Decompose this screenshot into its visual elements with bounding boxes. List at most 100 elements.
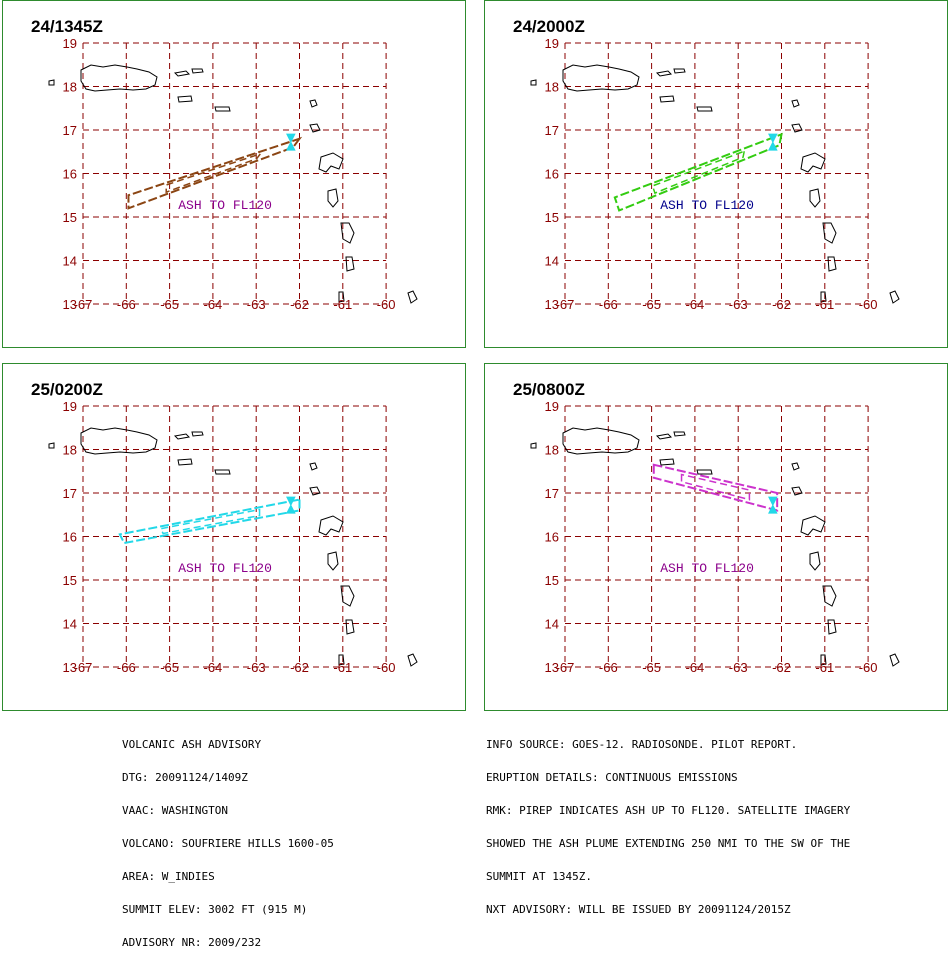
advisory-remarks-text: INFO SOURCE: GOES-12. RADIOSONDE. PILOT … [486, 717, 850, 926]
lat-tick-label: 15 [545, 210, 559, 225]
lon-tick-label: -62 [290, 660, 309, 675]
lat-tick-label: 18 [545, 80, 559, 95]
map-panel-4: 19 18 17 16 15 14 13 -67 -66 -65 -64 -63 -62 -61 -60 AS… [484, 363, 948, 711]
lat-tick-label: 13 [63, 297, 77, 312]
lat-tick-label: 17 [545, 486, 559, 501]
lon-tick-label: -62 [772, 660, 791, 675]
lon-tick-label: -64 [686, 660, 705, 675]
st-croix-island [214, 469, 231, 475]
advisory-line: RMK: PIREP INDICATES ASH UP TO FL120. SA… [486, 804, 851, 817]
advisory-line: VOLCANO: SOUFRIERE HILLS 1600-05 [122, 837, 334, 850]
volcano-icon [768, 133, 778, 151]
st-vincent-island [338, 291, 345, 303]
map-panel-3: 19 18 17 16 15 14 13 -67 -66 -65 -64 -63 -62 -61 -60 AS… [2, 363, 466, 711]
dominica-island [809, 551, 821, 571]
lon-tick-label: -63 [729, 297, 748, 312]
martinique-island [822, 585, 837, 607]
advisory-line: AREA: W_INDIES [122, 870, 215, 883]
culebra-island [659, 458, 675, 466]
puerto-rico-island [80, 64, 158, 92]
lon-tick-label: -61 [815, 297, 834, 312]
hispaniola-edge [48, 442, 55, 449]
lon-tick-label: -67 [556, 660, 575, 675]
ash-level-label: ASH TO FL120 [178, 198, 272, 213]
advisory-line: DTG: 20091124/1409Z [122, 771, 248, 784]
st-lucia-island [345, 619, 355, 635]
antigua-island [309, 123, 321, 133]
lat-tick-label: 18 [545, 443, 559, 458]
lon-tick-label: -65 [642, 660, 661, 675]
vieques-island [655, 433, 673, 440]
lon-tick-label: -64 [204, 660, 223, 675]
advisory-header-text: VOLCANIC ASH ADVISORY DTG: 20091124/1409… [122, 717, 334, 959]
vieques-island [655, 70, 673, 77]
lat-tick-label: 17 [63, 486, 77, 501]
map-canvas: 19 18 17 16 15 14 13-67 -66 -65 -64 -63 -62 -61 -60 AS… [48, 399, 418, 675]
anguilla-island [791, 462, 800, 471]
lat-tick-label: 15 [63, 210, 77, 225]
ash-plume-inner [651, 150, 746, 195]
lon-tick-label: -60 [859, 660, 878, 675]
lon-tick-label: -63 [247, 660, 266, 675]
lon-tick-label: -63 [729, 660, 748, 675]
map-panel-1: 19 18 17 16 15 14 13 -67 -66 -65 -64 -63 -62 -61 -60 AS… [2, 0, 466, 348]
guadeloupe-island [318, 152, 344, 173]
lat-tick-label: 13 [545, 660, 559, 675]
ash-level-label: ASH TO FL120 [660, 198, 754, 213]
culebra-island [177, 458, 193, 466]
st-croix-island [696, 469, 713, 475]
lon-tick-label: -66 [599, 660, 618, 675]
lon-tick-label: -60 [377, 297, 396, 312]
barbados-island [889, 290, 900, 304]
ash-plume-inner [165, 152, 263, 194]
lon-tick-label: -61 [333, 297, 352, 312]
ash-level-label: ASH TO FL120 [660, 561, 754, 576]
lon-tick-label: -61 [333, 660, 352, 675]
vieques-island [173, 70, 191, 77]
st-vincent-island [338, 654, 345, 666]
martinique-island [340, 585, 355, 607]
guadeloupe-island [318, 515, 344, 536]
lat-tick-label: 18 [63, 80, 77, 95]
map-panel-2: 19 18 17 16 15 14 13 -67 -66 -65 -64 -63 -62 -61 -60 AS… [484, 0, 948, 348]
map-canvas: 19 18 17 16 15 14 13-67 -66 -65 -64 -63 -62 -61 -60 AS… [530, 36, 900, 312]
lat-tick-label: 13 [545, 297, 559, 312]
dominica-island [327, 551, 339, 571]
st-croix-island [214, 106, 231, 112]
culebra-island [659, 95, 675, 103]
lon-tick-label: -67 [74, 297, 93, 312]
lon-tick-label: -63 [247, 297, 266, 312]
ash-plume-inner [680, 473, 751, 501]
advisory-line: ADVISORY NR: 2009/232 [122, 936, 262, 949]
st-vincent-island [820, 654, 827, 666]
lat-tick-label: 17 [63, 123, 77, 138]
virgin-islands [191, 431, 204, 437]
lon-tick-label: -66 [599, 297, 618, 312]
puerto-rico-island [80, 427, 158, 455]
st-lucia-island [827, 619, 837, 635]
lat-tick-label: 13 [63, 660, 77, 675]
anguilla-island [309, 99, 318, 108]
lat-tick-label: 18 [63, 443, 77, 458]
volcano-icon [286, 496, 296, 514]
antigua-island [309, 486, 321, 496]
st-lucia-island [345, 256, 355, 272]
antigua-island [791, 123, 803, 133]
hispaniola-edge [48, 79, 55, 86]
ash-plume-outline [652, 463, 779, 512]
ash-level-label: ASH TO FL120 [178, 561, 272, 576]
lat-tick-label: 16 [63, 167, 77, 182]
puerto-rico-island [562, 64, 640, 92]
lon-tick-label: -60 [859, 297, 878, 312]
ash-plume-inner [159, 508, 261, 535]
virgin-islands [673, 68, 686, 74]
anguilla-island [791, 99, 800, 108]
lon-tick-label: -65 [642, 297, 661, 312]
map-canvas: 19 18 17 16 15 14 13-67 -66 -65 -64 -63 -62 -61 -60 AS… [48, 36, 418, 312]
st-croix-island [696, 106, 713, 112]
barbados-island [407, 653, 418, 667]
lon-tick-label: -65 [160, 297, 179, 312]
lat-tick-label: 14 [545, 254, 559, 269]
lon-tick-label: -65 [160, 660, 179, 675]
vieques-island [173, 433, 191, 440]
